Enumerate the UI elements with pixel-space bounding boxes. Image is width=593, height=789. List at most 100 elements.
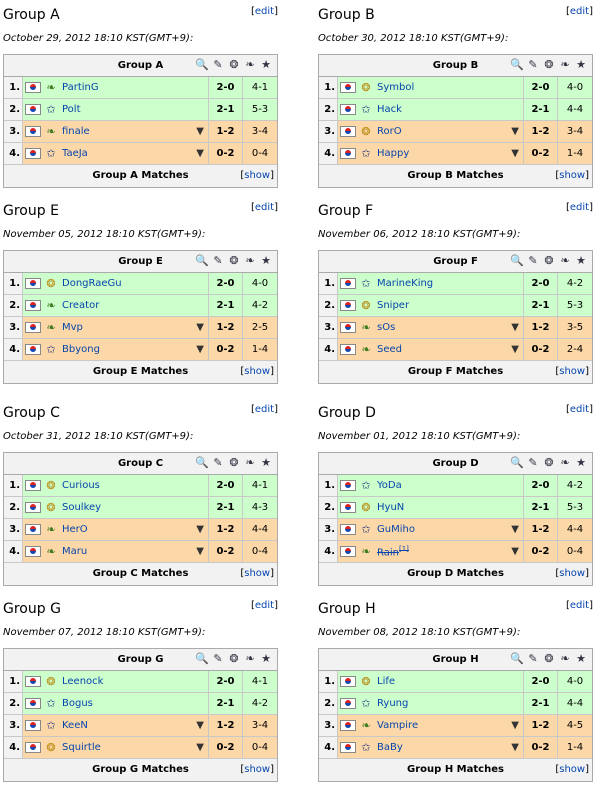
edit-link[interactable]: edit	[569, 202, 590, 213]
edit-link[interactable]: edit	[254, 202, 275, 213]
player-link[interactable]: Sniper	[377, 299, 410, 311]
map-score: 4-4	[566, 698, 584, 709]
magnifier-icon[interactable]: 🔍	[510, 456, 524, 469]
edit-link[interactable]: edit	[254, 404, 275, 415]
match-date: November 07, 2012 18:10 KST(GMT+9):	[3, 627, 206, 638]
show-toggle[interactable]: show	[559, 764, 586, 775]
player-cell: ✩ Ryung	[338, 693, 524, 714]
player-link[interactable]: BaBy	[377, 741, 403, 753]
magnifier-icon[interactable]: 🔍	[195, 58, 209, 71]
map-score: 0-4	[251, 546, 269, 557]
player-link[interactable]: Vampire	[377, 719, 419, 731]
rank: 4.	[4, 541, 23, 562]
player-link[interactable]: Leenock	[62, 675, 104, 687]
player-link[interactable]: Hack	[377, 103, 402, 115]
series-score: 0-2	[524, 143, 558, 164]
player-link[interactable]: RorO	[377, 125, 402, 137]
magnifier-icon[interactable]: 🔍	[195, 254, 209, 267]
player-link[interactable]: HerO	[62, 523, 88, 535]
edit-link[interactable]: edit	[569, 404, 590, 415]
mineral-icon: ✎	[213, 456, 223, 469]
player-link[interactable]: Maru	[62, 545, 88, 557]
edit-link[interactable]: edit	[254, 6, 275, 17]
korea-flag-icon	[25, 126, 41, 137]
magnifier-icon[interactable]: 🔍	[510, 254, 524, 267]
table-row: 2. ✩ Bogus 2-1 4-2	[4, 693, 277, 715]
player-link[interactable]: TaeJa	[62, 147, 88, 159]
zerg-icon: ❧	[361, 544, 371, 558]
match-date: October 30, 2012 18:10 KST(GMT+9):	[318, 33, 509, 44]
magnifier-icon[interactable]: 🔍	[510, 58, 524, 71]
footnote-ref[interactable]: [1]	[398, 545, 409, 554]
player-link[interactable]: finale	[62, 125, 90, 137]
table-row: 2. ❂ HyuN 2-1 5-3	[319, 497, 592, 519]
player-link[interactable]: Squirtle	[62, 741, 101, 753]
player-link[interactable]: Mvp	[62, 321, 83, 333]
show-toggle[interactable]: show	[559, 568, 586, 579]
map-score: 4-2	[251, 698, 269, 709]
group-section: Group H [edit] November 08, 2012 18:10 KST…	[318, 598, 593, 782]
player-link[interactable]: KeeN	[62, 719, 88, 731]
magnifier-icon[interactable]: 🔍	[195, 456, 209, 469]
rank: 2.	[319, 99, 338, 120]
header-icons: 🔍 ✎ ❂ ❧ ★	[195, 652, 273, 668]
down-arrow-icon: ▼	[196, 524, 204, 535]
table-title: Group H	[432, 654, 479, 665]
group-section: Group A [edit] October 29, 2012 18:10 KST(…	[3, 4, 278, 188]
map-score: 1-4	[566, 148, 584, 159]
series-score: 1-2	[524, 715, 558, 736]
edit-link[interactable]: edit	[569, 600, 590, 611]
show-toggle[interactable]: show	[244, 366, 271, 377]
map-score: 4-3	[251, 502, 269, 513]
player-link[interactable]: Polt	[62, 103, 81, 115]
group-table: Group H 🔍 ✎ ❂ ❧ ★ 1. ❂ Life 2-0 4-0 2. ✩ Ryung 2-1 4-4 3…	[318, 648, 593, 782]
player-link[interactable]: Soulkey	[62, 501, 102, 513]
player-link[interactable]: Ryung	[377, 697, 409, 709]
edit-link[interactable]: edit	[569, 6, 590, 17]
player-cell: ❧ Rain[1] ▼	[338, 541, 524, 562]
magnifier-icon[interactable]: 🔍	[195, 652, 209, 665]
group-table: Group B 🔍 ✎ ❂ ❧ ★ 1. ❂ Symbol 2-0 4-0 2. ✩ Hack 2-1 4-4…	[318, 54, 593, 188]
protoss-icon: ❂	[361, 298, 371, 312]
korea-flag-icon	[340, 300, 356, 311]
group-section: Group B [edit] October 30, 2012 18:10 KST(…	[318, 4, 593, 188]
player-link[interactable]: Creator	[62, 299, 100, 311]
player-link[interactable]: Happy	[377, 147, 410, 159]
player-link[interactable]: Rain[1]	[377, 545, 409, 559]
show-toggle[interactable]: show	[559, 170, 586, 181]
series-score: 2-1	[524, 295, 558, 316]
show-toggle[interactable]: show	[244, 764, 271, 775]
map-score: 3-4	[251, 126, 269, 137]
player-link[interactable]: Seed	[377, 343, 402, 355]
player-link[interactable]: DongRaeGu	[62, 277, 122, 289]
zerg-icon: ❧	[46, 80, 56, 94]
show-toggle[interactable]: show	[559, 366, 586, 377]
player-cell: ✩ MarineKing	[338, 273, 524, 294]
group-header: Group A [edit]	[3, 4, 278, 24]
player-link[interactable]: sOs	[377, 321, 396, 333]
mineral-icon: ✎	[528, 456, 538, 469]
show-toggle-wrapper: [show]	[555, 361, 589, 383]
player-link[interactable]: Bbyong	[62, 343, 100, 355]
player-cell: ✩ Bogus	[23, 693, 209, 714]
player-link[interactable]: PartinG	[62, 81, 99, 93]
player-link[interactable]: MarineKing	[377, 277, 434, 289]
player-link[interactable]: HyuN	[377, 501, 405, 513]
player-link[interactable]: GuMiho	[377, 523, 415, 535]
show-toggle[interactable]: show	[244, 568, 271, 579]
korea-flag-icon	[340, 546, 356, 557]
edit-link-wrapper: [edit]	[566, 6, 593, 17]
show-toggle-wrapper: [show]	[240, 759, 274, 781]
bracket: [	[555, 366, 560, 377]
magnifier-icon[interactable]: 🔍	[510, 652, 524, 665]
player-link[interactable]: YoDa	[377, 479, 402, 491]
show-toggle[interactable]: show	[244, 170, 271, 181]
player-cell: ❧ Vampire ▼	[338, 715, 524, 736]
player-link[interactable]: Symbol	[377, 81, 415, 93]
player-link[interactable]: Bogus	[62, 697, 93, 709]
matches-label: Group C Matches	[92, 568, 189, 579]
player-link[interactable]: Curious	[62, 479, 100, 491]
player-link[interactable]: Life	[377, 675, 396, 687]
map-score: 0-4	[251, 742, 269, 753]
edit-link[interactable]: edit	[254, 600, 275, 611]
